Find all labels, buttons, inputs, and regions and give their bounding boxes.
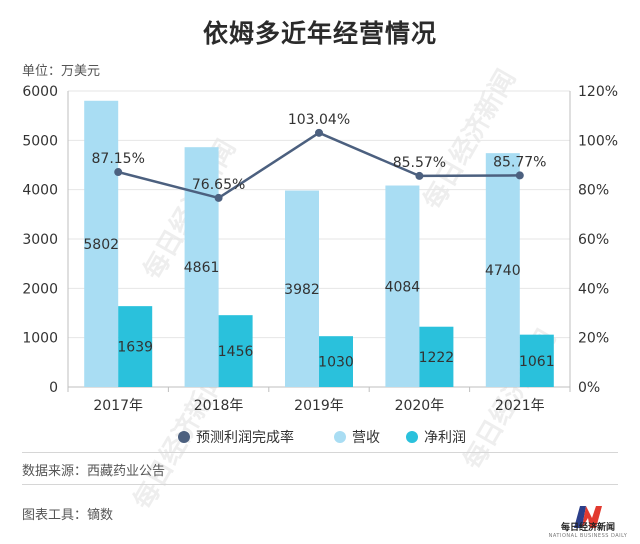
y-right-tick-label: 20% <box>578 331 609 347</box>
unit-label: 单位：万美元 <box>22 64 101 79</box>
rate-point <box>515 171 524 180</box>
x-tick-label: 2018年 <box>194 398 244 414</box>
profit-bar <box>218 315 253 387</box>
brand-logo-icon <box>574 506 602 528</box>
rate-point <box>114 168 123 177</box>
legend-label: 营收 <box>352 430 380 446</box>
logo-name: 每日经济新闻 <box>560 523 615 533</box>
x-tick-label: 2020年 <box>395 398 445 414</box>
revenue-bar <box>285 190 319 387</box>
chart-title: 依姆多近年经营情况 <box>202 19 437 48</box>
divider <box>22 452 618 453</box>
y-left-tick-label: 5000 <box>22 133 58 149</box>
logo-subtitle: NATIONAL BUSINESS DAILY <box>548 533 628 539</box>
rate-point <box>214 193 223 202</box>
revenue-bar <box>184 147 219 387</box>
profit-data-label: 1030 <box>318 355 354 371</box>
chart-tool: 图表工具：镝数 <box>22 508 114 523</box>
y-left-tick-label: 0 <box>49 380 58 396</box>
data-source: 数据来源：西藏药业公告 <box>22 464 166 479</box>
y-left-tick-label: 2000 <box>22 281 58 297</box>
y-right-tick-label: 80% <box>578 183 609 199</box>
x-tick-label: 2017年 <box>93 398 143 414</box>
rate-data-label: 87.15% <box>92 151 145 167</box>
rate-series-line <box>117 131 520 200</box>
profit-bar <box>118 306 153 387</box>
revenue-data-label: 4084 <box>385 279 421 295</box>
revenue-data-label: 4740 <box>485 263 521 279</box>
divider <box>22 484 618 485</box>
y-right-tick-label: 100% <box>578 133 618 149</box>
y-left-tick-label: 6000 <box>22 84 58 100</box>
rate-data-label: 103.04% <box>288 112 350 128</box>
y-right-tick-label: 0% <box>578 380 600 396</box>
y-right-tick-label: 120% <box>578 84 618 100</box>
profit-bar <box>319 336 353 387</box>
legend-marker <box>334 431 346 443</box>
revenue-bar <box>385 185 420 387</box>
y-left-tick-label: 3000 <box>22 232 58 248</box>
y-left-tick-label: 4000 <box>22 183 58 199</box>
revenue-data-label: 4861 <box>184 260 220 276</box>
profit-data-label: 1222 <box>419 350 455 366</box>
rate-data-label: 85.77% <box>493 154 546 170</box>
rate-point <box>315 128 323 137</box>
legend-marker <box>406 431 418 443</box>
y-left-tick-label: 1000 <box>22 331 58 347</box>
revenue-data-label: 5802 <box>83 237 119 253</box>
revenue-bar <box>84 100 119 387</box>
profit-bar <box>419 326 454 387</box>
revenue-bar <box>485 153 520 387</box>
y-right-tick-label: 60% <box>578 232 609 248</box>
x-tick-label: 2019年 <box>294 398 344 414</box>
rate-point <box>415 171 424 180</box>
legend-label: 净利润 <box>424 430 466 446</box>
legend-label: 预测利润完成率 <box>196 429 294 446</box>
rate-data-label: 85.57% <box>393 155 446 171</box>
x-tick-label: 2021年 <box>495 398 545 414</box>
profit-bar <box>519 334 554 387</box>
rate-data-label: 76.65% <box>192 177 245 193</box>
revenue-data-label: 3982 <box>284 282 320 298</box>
y-right-tick-label: 40% <box>578 281 609 297</box>
profit-data-label: 1456 <box>218 344 254 360</box>
combo-chart: 0 1000 2000 3000 4000 5000 6000 0% 20% 40% 60% 80% 1… <box>22 84 618 446</box>
legend-marker <box>178 431 190 443</box>
profit-data-label: 1061 <box>519 354 555 370</box>
profit-data-label: 1639 <box>117 340 153 356</box>
